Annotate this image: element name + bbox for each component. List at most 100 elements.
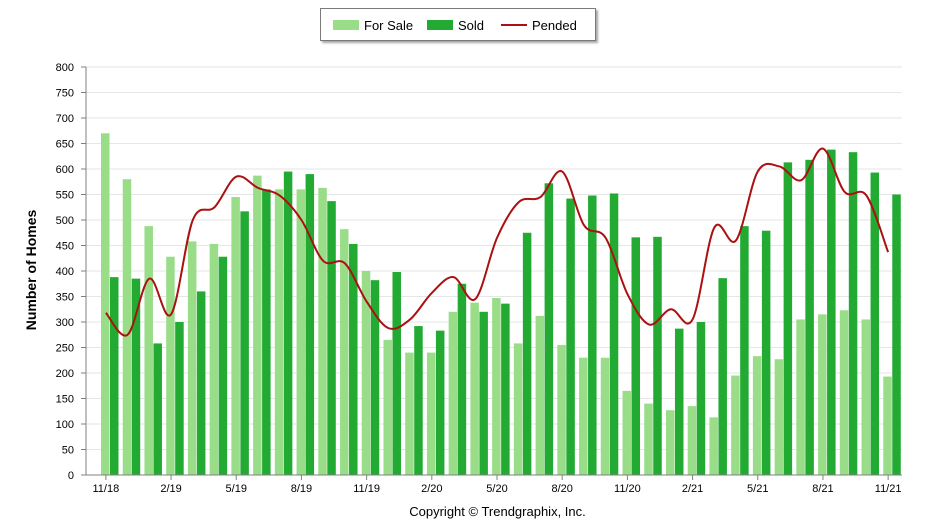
for-sale-bar xyxy=(122,179,132,475)
legend-item-for-sale: For Sale xyxy=(333,17,413,33)
sold-bar xyxy=(283,171,293,476)
for-sale-bar xyxy=(579,357,588,475)
for-sale-bar xyxy=(861,319,871,475)
x-tick-label: 11/19 xyxy=(353,483,380,495)
y-tick-label: 600 xyxy=(56,164,74,176)
for-sale-bar xyxy=(774,359,784,475)
x-tick-label: 11/20 xyxy=(614,483,641,495)
for-sale-bar xyxy=(405,352,414,475)
for-sale-bar xyxy=(513,343,523,475)
sold-bar xyxy=(218,256,228,475)
legend-item-pended: Pended xyxy=(501,17,577,33)
y-tick-label: 50 xyxy=(62,445,74,457)
y-tick-label: 200 xyxy=(56,368,74,380)
sold-bar xyxy=(696,322,706,475)
x-tick-label: 2/20 xyxy=(421,483,442,495)
for-sale-bar xyxy=(600,357,610,475)
for-sale-bar xyxy=(426,352,436,475)
sold-bar xyxy=(827,149,836,475)
legend-label-pended: Pended xyxy=(532,17,577,33)
pended-line xyxy=(105,147,890,337)
for-sale-bar xyxy=(622,390,632,475)
sold-bar xyxy=(609,193,619,476)
legend-label-for-sale: For Sale xyxy=(364,17,414,33)
x-tick-label: 8/21 xyxy=(812,483,833,495)
sold-bar xyxy=(457,283,467,475)
x-tick-label: 5/20 xyxy=(486,483,507,495)
for-sale-bar xyxy=(665,410,675,475)
for-sale-bar xyxy=(101,133,110,476)
for-sale-bar xyxy=(470,302,479,475)
sold-bar xyxy=(566,198,575,475)
y-tick-label: 650 xyxy=(56,139,74,151)
sold-bar xyxy=(718,278,727,475)
sold-bar xyxy=(262,189,271,475)
for-sale-bar xyxy=(166,256,175,475)
for-sale-bar xyxy=(687,406,697,475)
sold-bar xyxy=(435,330,445,475)
x-tick-label: 5/21 xyxy=(747,483,768,495)
sold-bar xyxy=(414,326,423,475)
for-sale-bar xyxy=(709,417,718,475)
for-sale-bar xyxy=(340,229,349,475)
sold-bar xyxy=(631,237,641,475)
sold-bar xyxy=(870,172,880,475)
sold-bar xyxy=(153,343,162,475)
sold-bar xyxy=(805,159,814,475)
x-tick-label: 2/21 xyxy=(682,483,703,495)
sold-bar xyxy=(544,183,554,475)
sold-bar xyxy=(110,277,119,475)
y-tick-label: 150 xyxy=(56,394,74,406)
for-sale-bar xyxy=(231,197,240,476)
for-sale-bar xyxy=(448,311,458,475)
sold-bar xyxy=(392,272,401,475)
for-sale-bar xyxy=(796,319,805,475)
sold-bar xyxy=(653,236,662,475)
y-tick-label: 450 xyxy=(56,241,74,253)
for-sale-bar xyxy=(209,243,219,475)
for-sale-bar xyxy=(557,344,566,475)
sold-bar xyxy=(892,194,901,475)
y-tick-label: 300 xyxy=(56,317,74,329)
sold-bar xyxy=(175,322,184,475)
for-sale-swatch xyxy=(333,20,359,30)
sold-bar xyxy=(783,162,793,475)
legend-label-sold: Sold xyxy=(458,17,485,33)
y-tick-label: 0 xyxy=(68,470,74,482)
for-sale-bar xyxy=(644,403,653,475)
for-sale-bar xyxy=(253,175,262,475)
x-tick-label: 11/21 xyxy=(875,483,902,495)
sold-bar xyxy=(327,201,336,475)
for-sale-bar xyxy=(731,375,740,475)
for-sale-bar xyxy=(144,226,153,475)
y-axis-title: Number of Homes xyxy=(23,209,39,331)
for-sale-bar xyxy=(752,356,762,475)
sold-bar xyxy=(740,226,749,475)
sold-swatch xyxy=(427,20,453,30)
for-sale-bar xyxy=(383,339,392,475)
for-sale-bar xyxy=(318,187,327,475)
sold-bar xyxy=(349,243,358,475)
sold-bar xyxy=(761,230,771,475)
for-sale-bar xyxy=(274,189,284,475)
y-tick-label: 100 xyxy=(56,419,74,431)
sold-bar xyxy=(196,291,206,475)
for-sale-bar xyxy=(818,314,827,475)
y-tick-label: 550 xyxy=(56,190,74,202)
sold-bar xyxy=(305,174,315,475)
pended-swatch xyxy=(501,24,527,26)
y-tick-label: 400 xyxy=(56,266,74,278)
sold-bar xyxy=(848,152,858,476)
x-tick-label: 8/19 xyxy=(291,483,312,495)
x-tick-label: 8/20 xyxy=(551,483,572,495)
sold-bar xyxy=(131,278,141,475)
sold-bar xyxy=(370,280,380,475)
y-tick-label: 800 xyxy=(56,62,74,74)
legend-item-sold: Sold xyxy=(427,17,484,33)
x-tick-label: 5/19 xyxy=(226,483,247,495)
sold-bar xyxy=(674,328,684,475)
for-sale-bar xyxy=(187,241,197,475)
sold-bar xyxy=(522,232,532,475)
for-sale-bar xyxy=(535,315,545,475)
